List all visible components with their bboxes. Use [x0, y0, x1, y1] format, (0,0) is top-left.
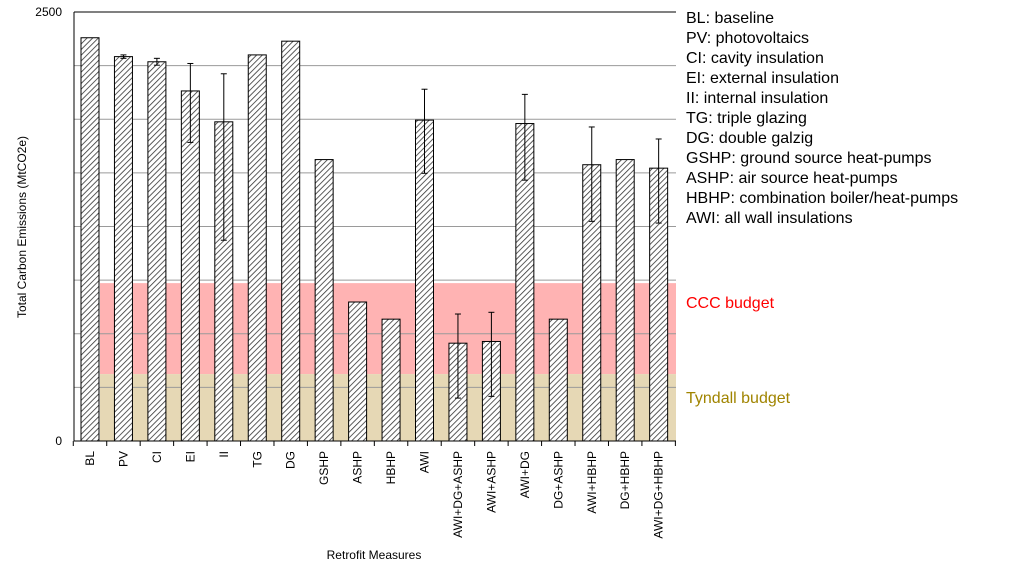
x-tick-label: TG — [250, 451, 264, 468]
error-bars — [120, 54, 662, 399]
bar — [548, 318, 568, 442]
gridlines — [74, 11, 676, 388]
legend-item: GSHP: ground source heat-pumps — [686, 150, 932, 167]
x-tick-label: AWI+ASHP — [484, 451, 498, 513]
y-axis-title: Total Carbon Emissions (MtCO2e) — [15, 136, 29, 318]
bar — [113, 56, 133, 442]
x-tick-label: II — [217, 451, 231, 458]
tyndall-budget-label: Tyndall budget — [686, 390, 791, 407]
x-tick-label: AWI+DG+HBHP — [652, 451, 666, 539]
bar — [348, 301, 368, 442]
error-bar — [488, 311, 495, 397]
ccc-budget-label: CCC budget — [686, 295, 775, 312]
bar — [247, 54, 267, 442]
error-bar — [588, 126, 595, 222]
legend-item: TG: triple glazing — [686, 110, 807, 127]
x-tick-label: EI — [183, 451, 197, 462]
x-tick-label: DG+ASHP — [551, 451, 565, 509]
error-bar — [187, 62, 194, 143]
error-bar — [153, 57, 160, 66]
legend-item: CI: cavity insulation — [686, 50, 824, 67]
x-tick-label: CI — [150, 451, 164, 463]
error-bar — [220, 73, 227, 241]
legend-item: AWI: all wall insulations — [686, 210, 853, 227]
y-tick-label: 2500 — [35, 5, 62, 19]
axes — [72, 12, 676, 446]
x-tick-label: AWI+HBHP — [585, 451, 599, 514]
bar — [381, 318, 401, 442]
bar — [80, 37, 100, 442]
bar — [615, 159, 635, 442]
bar — [180, 90, 200, 442]
x-tick-label: BL — [83, 451, 97, 466]
x-tick-label: AWI — [418, 451, 432, 473]
x-tick-label: AWI+DG — [518, 451, 532, 498]
bar — [281, 40, 301, 442]
x-tick-label: DG — [284, 451, 298, 469]
x-tick-label: PV — [116, 451, 130, 467]
legend-item: II: internal insulation — [686, 90, 829, 107]
x-tick-label: AWI+DG+ASHP — [451, 451, 465, 538]
error-bar — [655, 138, 662, 224]
error-bar — [421, 88, 428, 174]
error-bar — [454, 313, 461, 399]
legend-item: BL: baseline — [686, 10, 775, 27]
x-tick-label: DG+HBHP — [618, 451, 632, 509]
legend-item: EI: external insulation — [686, 70, 839, 87]
y-tick-label: 0 — [55, 434, 62, 448]
bar — [147, 61, 167, 442]
legend-item: DG: double galzig — [686, 130, 814, 147]
tick-labels: 0 2500 BL PV CI EI II TG DG GSHP ASHP HBHP AWI AWI+DG… — [35, 5, 665, 539]
x-axis-title: Retrofit Measures — [327, 548, 422, 562]
x-tick-label: GSHP — [317, 451, 331, 485]
legend-item: HBHP: combination boiler/heat-pumps — [686, 190, 959, 207]
legend-item: ASHP: air source heat-pumps — [686, 170, 898, 187]
x-tick-label: ASHP — [351, 451, 365, 484]
error-bar — [120, 54, 127, 59]
error-bar — [521, 93, 528, 181]
legend-item: PV: photovoltaics — [686, 30, 810, 47]
x-tick-label: HBHP — [384, 451, 398, 484]
bar — [314, 159, 334, 442]
